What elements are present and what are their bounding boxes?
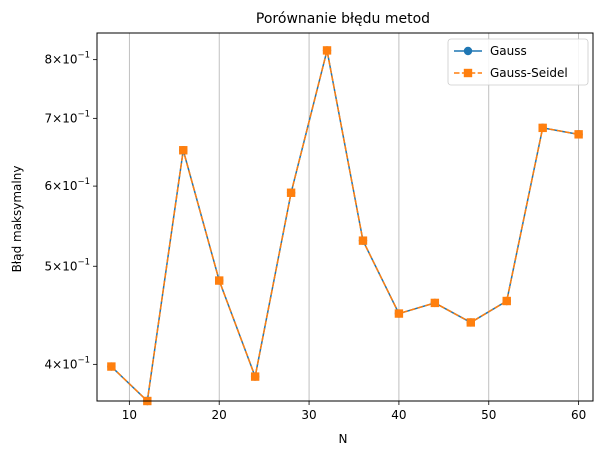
data-point	[538, 123, 547, 133]
y-tick-mantissa: 7	[45, 111, 53, 125]
x-tick-label: 60	[571, 408, 586, 422]
data-point	[394, 309, 404, 318]
y-tick-mantissa: 8	[45, 53, 53, 67]
legend-label: Gauss	[490, 44, 527, 58]
legend-label: Gauss-Seidel	[490, 66, 568, 80]
grid-layer	[128, 33, 580, 401]
data-point	[107, 362, 116, 371]
series-line-2	[110, 50, 579, 403]
y-tick-label: 7×10−1	[45, 109, 91, 125]
y-tick-base: ×10	[52, 111, 77, 125]
y-tick-label: 8×10−1	[45, 51, 91, 67]
x-tick-label: 50	[481, 408, 496, 422]
x-tick-label: 20	[212, 408, 227, 422]
y-tick-mantissa: 4	[45, 357, 53, 371]
legend-marker	[463, 46, 473, 56]
legend-box	[447, 38, 589, 86]
legend-marker	[463, 68, 473, 78]
data-point	[358, 236, 368, 245]
y-tick-label: 5×10−1	[45, 257, 91, 273]
y-tick-base: ×10	[52, 179, 77, 193]
x-tick-label: 40	[391, 408, 406, 422]
y-tick-base: ×10	[52, 259, 77, 273]
x-axis-label: N	[339, 432, 348, 446]
y-tick-exponent: −1	[77, 177, 90, 187]
y-tick-base: ×10	[52, 357, 77, 371]
data-point	[286, 188, 296, 197]
y-tick-exponent: −1	[77, 257, 90, 267]
legend: Gauss Gauss-Seidel	[447, 38, 589, 86]
y-tick-base: ×10	[52, 53, 77, 67]
x-tick-label: 10	[122, 408, 137, 422]
series-line-1	[110, 50, 579, 403]
plot-frame	[96, 32, 594, 402]
series-layer	[107, 46, 583, 406]
data-point	[250, 372, 260, 381]
y-tick-mantissa: 5	[45, 259, 53, 273]
y-tick-exponent: −1	[77, 355, 90, 365]
data-point	[179, 146, 188, 155]
data-point	[215, 276, 224, 285]
y-tick-label: 6×10−1	[45, 177, 91, 193]
y-tick-exponent: −1	[77, 51, 90, 61]
chart-title: Porównanie błędu metod	[256, 11, 430, 27]
data-point	[466, 318, 475, 327]
y-tick-label: 4×10−1	[45, 355, 91, 371]
y-tick-exponent: −1	[77, 109, 90, 119]
x-tick-label: 30	[301, 408, 316, 422]
data-point	[502, 296, 511, 306]
y-tick-mantissa: 6	[45, 179, 53, 193]
data-point	[322, 46, 332, 55]
y-axis-label: Błąd maksymalny	[10, 166, 24, 273]
data-point	[430, 298, 440, 308]
ticks-layer: 10 20 30 40 50 604×10−15×10−16×10−17×10−18×10…	[45, 51, 587, 422]
data-point	[574, 130, 583, 139]
